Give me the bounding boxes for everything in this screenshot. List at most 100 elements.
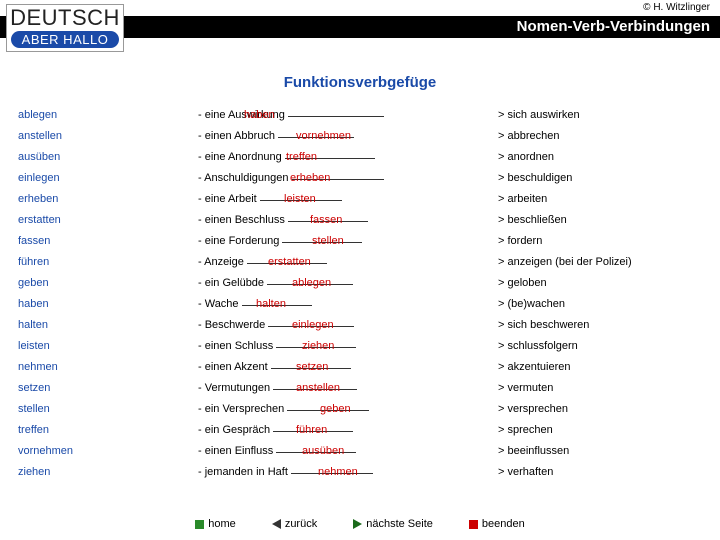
noun-text: - Wache — [198, 298, 242, 310]
noun-text: - einen Akzent — [198, 361, 271, 373]
next-button[interactable]: nächste Seite — [353, 518, 433, 530]
noun-text: - einen Einfluss — [198, 445, 276, 457]
phrase-cell: erstatten - Anzeige — [198, 252, 498, 273]
answer-text: nehmen — [318, 462, 358, 483]
result-cell: > vermuten — [498, 378, 702, 399]
arrow-right-icon — [353, 519, 362, 529]
next-label: nächste Seite — [366, 518, 433, 530]
answer-text: vornehmen — [296, 126, 351, 147]
verb-cell: treffen — [18, 420, 198, 441]
answer-text: ausüben — [302, 441, 344, 462]
noun-text: - eine Anordnung — [198, 151, 285, 163]
answer-text: geben — [320, 399, 351, 420]
verb-cell: erheben — [18, 189, 198, 210]
square-icon — [469, 520, 478, 529]
phrase-cell: setzen - einen Akzent — [198, 357, 498, 378]
noun-text: - ein Gelübde — [198, 277, 267, 289]
verb-cell: fassen — [18, 231, 198, 252]
topic-title: Nomen-Verb-Verbindungen — [517, 18, 710, 35]
phrase-cell: geben - ein Versprechen — [198, 399, 498, 420]
noun-text: - einen Schluss — [198, 340, 276, 352]
result-cell: > verhaften — [498, 462, 702, 483]
result-column: > sich auswirken> abbrechen> anordnen> b… — [498, 105, 702, 483]
phrase-cell: anstellen - Vermutungen — [198, 378, 498, 399]
verb-cell: erstatten — [18, 210, 198, 231]
noun-text: - eine Arbeit — [198, 193, 260, 205]
logo-top-text: DEUTSCH — [7, 5, 123, 31]
result-cell: > geloben — [498, 273, 702, 294]
result-cell: > sich beschweren — [498, 315, 702, 336]
verb-cell: ablegen — [18, 105, 198, 126]
noun-text: - einen Beschluss — [198, 214, 288, 226]
page-title: Funktionsverbgefüge — [0, 74, 720, 91]
phrase-cell: ausüben - einen Einfluss — [198, 441, 498, 462]
result-cell: > beeinflussen — [498, 441, 702, 462]
header: © H. Witzlinger Nomen-Verb-Verbindungen … — [0, 0, 720, 56]
noun-text: - ein Versprechen — [198, 403, 287, 415]
answer-text: führen — [296, 420, 327, 441]
noun-text: - Vermutungen — [198, 382, 273, 394]
result-cell: > anzeigen (bei der Polizei) — [498, 252, 702, 273]
phrase-cell: vornehmen - einen Abbruch — [198, 126, 498, 147]
copyright-text: © H. Witzlinger — [643, 2, 710, 13]
logo: DEUTSCH ABER HALLO — [6, 4, 124, 52]
result-cell: > fordern — [498, 231, 702, 252]
phrase-cell: einlegen- Beschwerde — [198, 315, 498, 336]
phrase-cell: halten - Wache — [198, 294, 498, 315]
answer-text: stellen — [312, 231, 344, 252]
phrase-cell: leisten - eine Arbeit — [198, 189, 498, 210]
answer-text: treffen — [286, 147, 317, 168]
noun-text: - einen Abbruch — [198, 130, 278, 142]
end-label: beenden — [482, 518, 525, 530]
answer-text: fassen — [310, 210, 342, 231]
verb-cell: vornehmen — [18, 441, 198, 462]
noun-text: - Beschwerde — [198, 319, 268, 331]
verb-cell: führen — [18, 252, 198, 273]
result-cell: > anordnen — [498, 147, 702, 168]
home-label: home — [208, 518, 236, 530]
result-cell: > arbeiten — [498, 189, 702, 210]
phrase-cell: ziehen - einen Schluss — [198, 336, 498, 357]
phrase-column: haben- eine Auswirkung vornehmen - einen … — [198, 105, 498, 483]
arrow-left-icon — [272, 519, 281, 529]
verb-column: ablegenanstellenausübeneinlegenerhebener… — [18, 105, 198, 483]
footer-nav: home zurück nächste Seite beenden — [0, 518, 720, 530]
verb-cell: halten — [18, 315, 198, 336]
verb-cell: setzen — [18, 378, 198, 399]
back-button[interactable]: zurück — [272, 518, 317, 530]
noun-text: - Anschuldigungen — [198, 172, 292, 184]
phrase-cell: nehmen - jemanden in Haft — [198, 462, 498, 483]
result-cell: > (be)wachen — [498, 294, 702, 315]
end-button[interactable]: beenden — [469, 518, 525, 530]
square-icon — [195, 520, 204, 529]
verb-cell: einlegen — [18, 168, 198, 189]
noun-text: - jemanden in Haft — [198, 466, 291, 478]
phrase-cell: treffen- eine Anordnung — [198, 147, 498, 168]
phrase-cell: haben- eine Auswirkung — [198, 105, 498, 126]
verb-cell: stellen — [18, 399, 198, 420]
noun-text: - Anzeige — [198, 256, 247, 268]
result-cell: > beschuldigen — [498, 168, 702, 189]
exercise-table: ablegenanstellenausübeneinlegenerhebener… — [0, 105, 720, 483]
phrase-cell: stellen - eine Forderung — [198, 231, 498, 252]
result-cell: > sprechen — [498, 420, 702, 441]
blank-line — [288, 116, 384, 117]
logo-bottom-text: ABER HALLO — [11, 31, 119, 48]
answer-text: erstatten — [268, 252, 311, 273]
result-cell: > sich auswirken — [498, 105, 702, 126]
noun-text: - ein Gespräch — [198, 424, 273, 436]
verb-cell: leisten — [18, 336, 198, 357]
answer-text: setzen — [296, 357, 328, 378]
answer-text: anstellen — [296, 378, 340, 399]
home-button[interactable]: home — [195, 518, 236, 530]
back-label: zurück — [285, 518, 317, 530]
phrase-cell: führen - ein Gespräch — [198, 420, 498, 441]
verb-cell: nehmen — [18, 357, 198, 378]
answer-text: halten — [256, 294, 286, 315]
result-cell: > akzentuieren — [498, 357, 702, 378]
answer-text: ziehen — [302, 336, 334, 357]
answer-text: leisten — [284, 189, 316, 210]
answer-text: haben — [244, 105, 275, 126]
result-cell: > versprechen — [498, 399, 702, 420]
noun-text: - eine Forderung — [198, 235, 282, 247]
